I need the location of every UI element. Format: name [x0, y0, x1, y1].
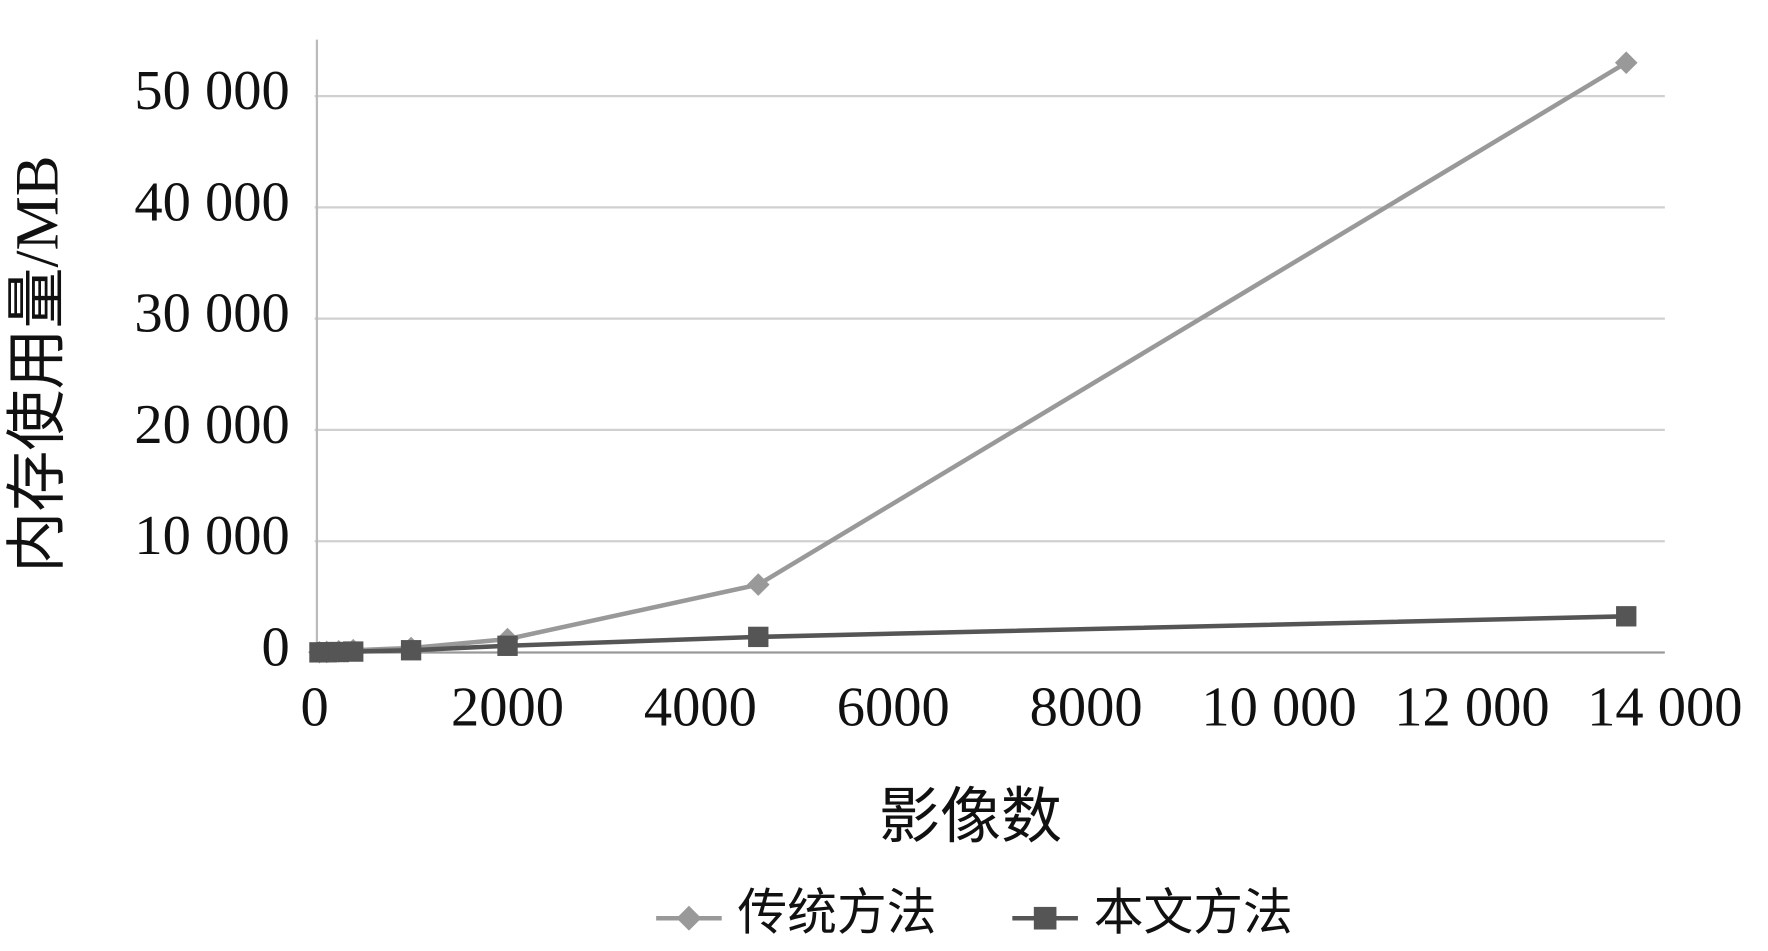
x-tick-label: 4000 — [644, 676, 757, 738]
marker — [1616, 606, 1637, 627]
y-tick-label: 0 — [262, 616, 290, 678]
y-tick-label: 20 000 — [134, 394, 289, 456]
x-tick-label: 14 000 — [1587, 676, 1742, 738]
y-tick-label: 10 000 — [134, 505, 289, 567]
legend-label: 本文方法 — [1094, 886, 1293, 941]
x-tick-label: 2000 — [451, 676, 564, 738]
x-tick-label: 10 000 — [1201, 676, 1356, 738]
x-tick-label: 0 — [301, 676, 329, 738]
legend-label: 传统方法 — [738, 886, 937, 941]
x-axis-title: 影像数 — [879, 784, 1062, 851]
marker — [343, 641, 364, 662]
marker — [400, 640, 422, 661]
marker — [497, 635, 518, 656]
x-tick-label: 12 000 — [1394, 676, 1549, 738]
y-tick-label: 40 000 — [134, 171, 289, 233]
y-tick-label: 50 000 — [134, 60, 289, 122]
series-line — [319, 60, 1628, 655]
marker — [746, 573, 770, 596]
x-tick-label: 8000 — [1030, 676, 1143, 738]
marker — [1614, 51, 1638, 75]
y-axis-title: 内存使用量/MB — [4, 156, 71, 573]
legend-marker — [676, 905, 702, 931]
marker — [748, 626, 769, 648]
x-tick-label: 6000 — [837, 676, 950, 738]
y-tick-label: 30 000 — [134, 283, 289, 345]
legend-marker — [1033, 906, 1057, 930]
